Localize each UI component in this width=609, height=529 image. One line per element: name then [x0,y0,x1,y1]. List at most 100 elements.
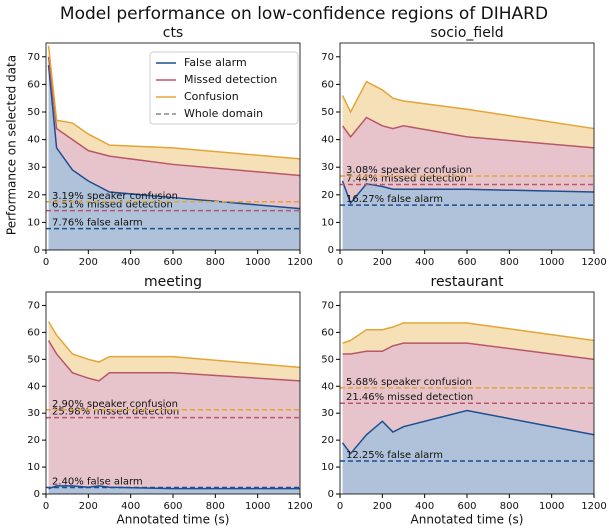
baseline-label: 25.98% missed detection [52,407,179,418]
x-tick-label: 200 [373,501,392,512]
x-axis-label: Annotated time (s) [117,513,230,527]
y-tick-label: 70 [27,52,40,63]
legend-label: Whole domain [184,107,263,120]
baseline-label: 2.40% false alarm [52,477,143,488]
baseline-label: 3.19% speaker confusion [52,191,178,202]
x-tick-label: 1000 [245,501,270,512]
baseline-label: 2.90% speaker confusion [52,399,178,410]
y-tick-label: 50 [321,354,334,365]
y-tick-label: 30 [321,408,334,419]
area-line [47,340,301,382]
x-tick-label: 800 [206,501,225,512]
x-tick-label: 400 [415,501,434,512]
y-tick-label: 60 [321,327,334,338]
subplot-title: cts [163,25,183,41]
area-line [341,180,595,205]
area-line [342,322,595,344]
subplot-title: meeting [144,274,202,290]
baseline-label: 16.27% false alarm [346,194,443,205]
y-tick-label: 70 [321,52,334,63]
y-tick-label: 0 [34,489,40,500]
y-tick-label: 10 [27,462,40,473]
x-tick-label: 1000 [539,501,564,512]
y-tick-label: 50 [27,107,40,118]
y-tick-label: 40 [27,381,40,392]
legend-label: Confusion [184,90,239,103]
area [342,410,594,494]
subplot-title: restaurant [431,274,505,290]
legend-label: False alarm [184,56,247,69]
x-tick-label: 200 [79,501,98,512]
area [48,45,300,176]
x-tick-label: 1000 [245,257,270,268]
y-tick-label: 60 [27,79,40,90]
x-tick-label: 1000 [539,257,564,268]
figure-title: Model performance on low-confidence regi… [60,4,548,24]
x-tick-label: 600 [163,501,182,512]
x-tick-label: 400 [121,257,140,268]
baseline-label: 7.76% false alarm [52,218,143,229]
area [342,81,594,148]
area [342,181,594,250]
area-line [47,321,301,369]
y-tick-label: 0 [328,489,334,500]
x-tick-label: 1200 [287,257,312,268]
x-tick-label: 1200 [287,501,312,512]
y-tick-label: 20 [321,435,334,446]
y-tick-label: 0 [328,245,334,256]
y-tick-label: 50 [321,107,334,118]
area [48,321,300,381]
y-tick-label: 20 [27,435,40,446]
x-tick-label: 0 [43,501,49,512]
y-tick-label: 40 [321,135,334,146]
baseline-label: 6.51% missed detection [52,200,173,211]
x-tick-label: 800 [500,257,519,268]
y-tick-label: 10 [321,462,334,473]
y-tick-label: 0 [34,245,40,256]
legend-label: Missed detection [184,73,277,86]
y-tick-label: 10 [27,217,40,228]
legend-box [149,51,299,125]
y-axis-label: Performance on selected data [5,55,19,235]
x-tick-label: 400 [415,257,434,268]
y-tick-label: 50 [27,354,40,365]
x-tick-label: 0 [337,257,343,268]
y-tick-label: 10 [321,217,334,228]
x-tick-label: 200 [79,257,98,268]
area [342,117,594,204]
baseline-label: 21.46% missed detection [346,392,473,403]
area-line [47,65,301,210]
area-line [47,45,301,160]
subplot-title: socio_field [430,25,503,41]
area-line [341,409,595,455]
x-tick-label: 600 [163,257,182,268]
x-tick-label: 800 [500,501,519,512]
x-tick-label: 600 [457,501,476,512]
area-line [341,116,595,149]
x-tick-label: 0 [337,501,343,512]
y-tick-label: 40 [321,381,334,392]
y-tick-label: 30 [27,408,40,419]
area-line [342,342,595,361]
y-tick-label: 70 [321,300,334,311]
baseline-label: 12.25% false alarm [346,450,443,461]
baseline-label: 7.44% missed detection [346,174,467,185]
x-tick-label: 1200 [581,501,606,512]
x-tick-label: 200 [373,257,392,268]
area-line [48,485,300,490]
area-line [47,56,301,177]
y-tick-label: 40 [27,135,40,146]
x-axis-label: Annotated time (s) [411,513,524,527]
baseline-label: 5.68% speaker confusion [346,377,472,388]
y-tick-label: 30 [321,162,334,173]
x-tick-label: 600 [457,257,476,268]
y-tick-label: 30 [27,162,40,173]
y-tick-label: 60 [27,327,40,338]
y-tick-label: 20 [27,190,40,201]
x-tick-label: 400 [121,501,140,512]
y-tick-label: 60 [321,79,334,90]
baseline-label: 3.08% speaker confusion [346,165,472,176]
y-tick-label: 20 [321,190,334,201]
